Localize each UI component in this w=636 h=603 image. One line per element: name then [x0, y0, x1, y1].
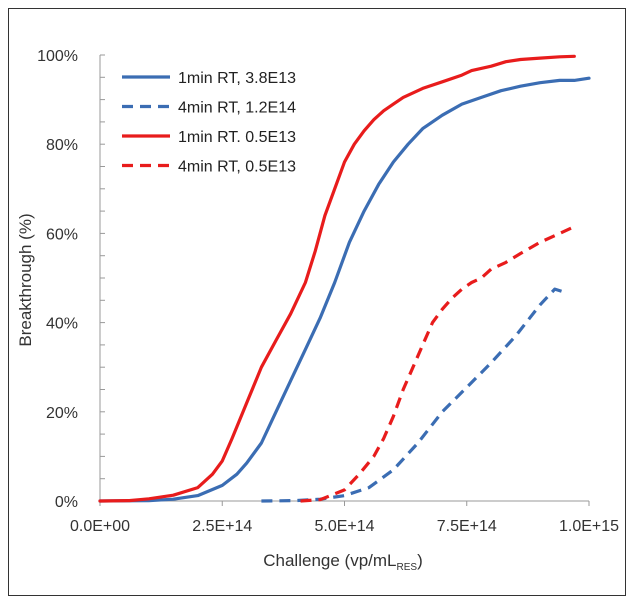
axes: [99, 55, 589, 502]
x-axis-label: Challenge (vp/mLRES): [263, 551, 422, 573]
x-tick-label: 2.5E+14: [192, 518, 252, 535]
series-line-4: [300, 225, 575, 503]
x-axis-label-main: Challenge (vp/mL: [263, 551, 396, 570]
x-tick-label: 1.0E+15: [559, 518, 619, 535]
series-lines: [98, 54, 591, 503]
legend-label: 1min RT. 0.5E13: [178, 129, 296, 146]
y-axis-label: Breakthrough (%): [16, 213, 35, 346]
series-line-1: [98, 76, 591, 503]
series-line-3: [98, 54, 576, 503]
tick-labels: 0% 20% 40% 60% 80% 100% 0.0E+00 2.5E+14 5.0E+14 7…: [37, 48, 619, 535]
y-tick-label: 100%: [37, 48, 78, 65]
x-tick-label: 7.5E+14: [437, 518, 497, 535]
x-axis-label-end: ): [417, 551, 423, 570]
y-tick-label: 60%: [46, 226, 78, 243]
x-tick-label: 5.0E+14: [314, 518, 374, 535]
legend: 1min RT, 3.8E13 4min RT, 1.2E14 1min RT. 0…: [122, 70, 296, 176]
legend-label: 4min RT, 1.2E14: [178, 100, 296, 117]
y-tick-label: 0%: [55, 494, 78, 511]
y-tick-label: 20%: [46, 405, 78, 422]
x-tick-label: 0.0E+00: [70, 518, 130, 535]
series-line-2: [261, 287, 563, 503]
y-tick-label: 80%: [46, 137, 78, 154]
y-minor-ticks: [100, 54, 105, 502]
y-tick-label: 40%: [46, 316, 78, 333]
legend-label: 4min RT, 0.5E13: [178, 159, 296, 176]
legend-label: 1min RT, 3.8E13: [178, 70, 296, 87]
x-axis-label-subscript: RES: [397, 562, 418, 573]
